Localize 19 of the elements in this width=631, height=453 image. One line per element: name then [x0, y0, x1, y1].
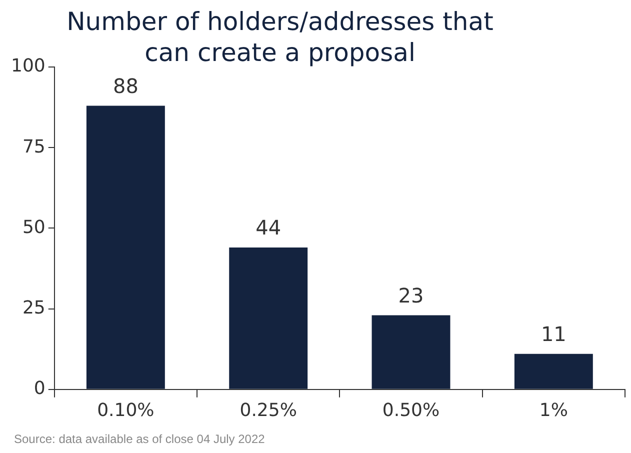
- chart-title: Number of holders/addresses that can create a proposal: [66, 6, 494, 68]
- source-note: Source: data available as of close 04 July 2022: [14, 432, 265, 446]
- bar: [372, 315, 450, 389]
- x-tick-label: 0.50%: [382, 400, 440, 421]
- data-label: 88: [112, 74, 138, 98]
- y-tick-label: 50: [22, 216, 46, 238]
- bar: [229, 248, 308, 389]
- y-tick-label: 100: [10, 56, 46, 77]
- data-label: 44: [256, 216, 282, 240]
- x-tick-label: 0.10%: [97, 400, 154, 421]
- bar: [514, 354, 593, 389]
- data-label: 23: [398, 283, 424, 308]
- data-label: 11: [540, 322, 566, 346]
- y-tick-label: 75: [22, 136, 46, 158]
- x-tick-label: 0.25%: [240, 400, 297, 421]
- x-tick-label: 1%: [539, 400, 568, 421]
- y-tick-label: 0: [34, 378, 46, 400]
- bar: [86, 106, 165, 389]
- y-tick-label: 25: [22, 297, 46, 318]
